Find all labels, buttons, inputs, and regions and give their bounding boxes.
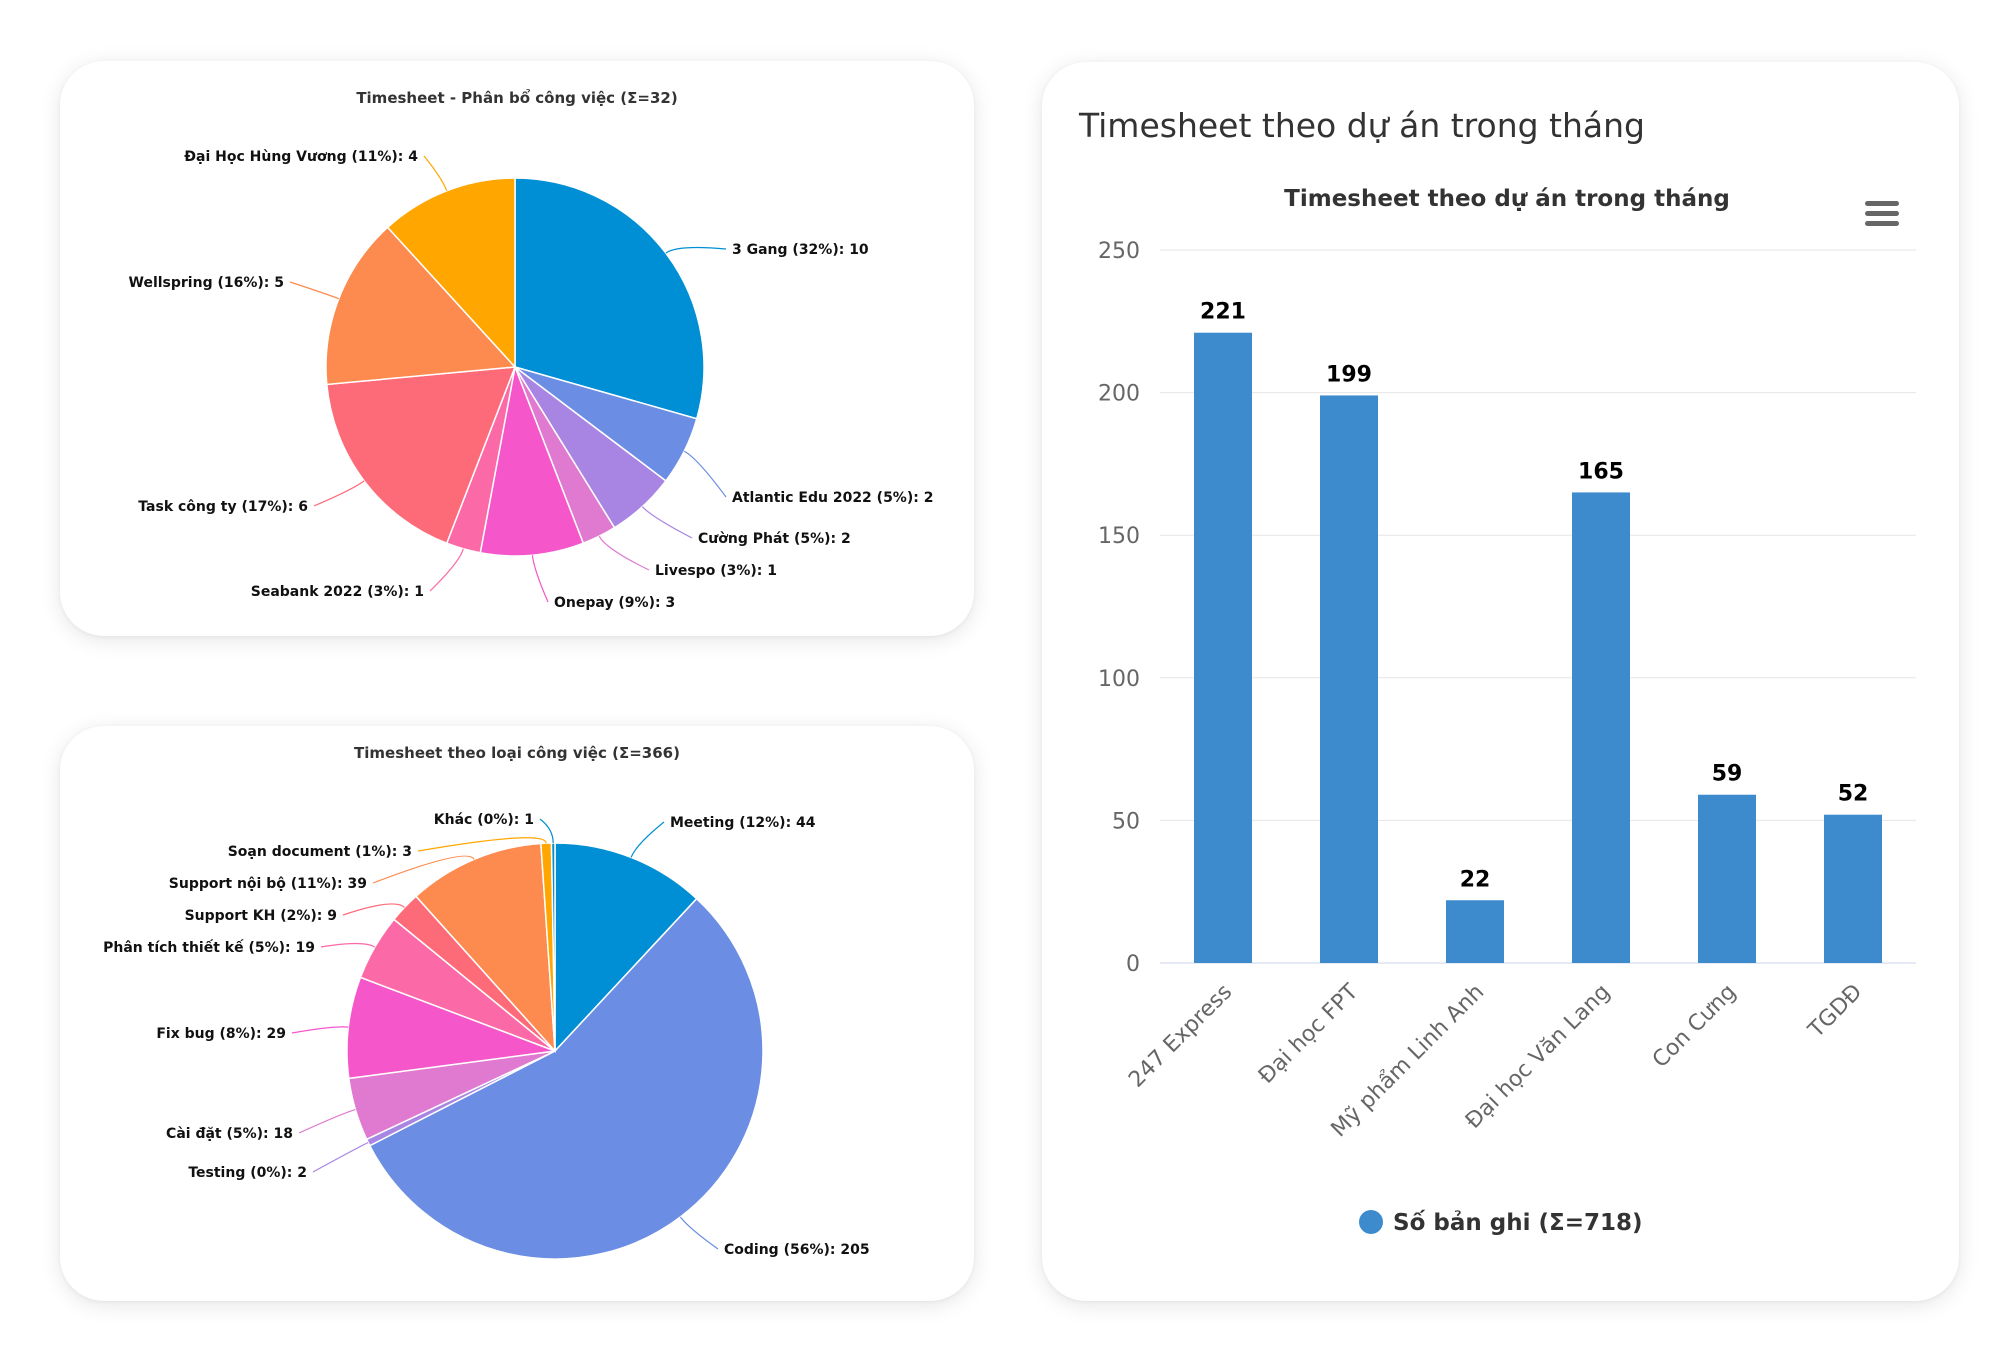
pie-label-soan-document: Soạn document (1%): 3 [228, 844, 412, 860]
category-label-con-cung: Con Cưng [1648, 980, 1741, 1073]
pie-connector [372, 855, 475, 884]
pie-slice-coding[interactable] [368, 897, 764, 1260]
pie-slice-meeting[interactable] [554, 842, 698, 1053]
bar-my-pham-linh-anh[interactable] [1446, 900, 1504, 963]
projects-bar-chart: Timesheet theo dự án trong tháng Timeshe… [1078, 106, 1916, 1236]
allocation-pie-chart: Timesheet - Phân bổ công việc (Σ=32) 3 G… [129, 88, 934, 611]
pie-label-dai-hoc-hung-vuong: Đại Học Hùng Vương (11%): 4 [184, 149, 418, 165]
pie-connector [298, 1108, 356, 1134]
y-tick-label: 250 [1098, 239, 1140, 264]
pie-connector [641, 506, 693, 539]
pie-slice-dai-hoc-hung-vuong[interactable] [386, 177, 516, 369]
pie-title: Timesheet theo loại công việc (Σ=366) [354, 744, 680, 762]
pie-label-testing: Testing (0%): 2 [188, 1165, 307, 1181]
pie-label-3-gang: 3 Gang (32%): 10 [732, 242, 869, 258]
bar-con-cung[interactable] [1698, 794, 1756, 963]
category-label-dai-hoc-van-lang: Đại học Văn Lang [1461, 980, 1615, 1134]
y-tick-label: 100 [1098, 667, 1140, 692]
data-label: 22 [1460, 867, 1491, 892]
legend-marker [1359, 1210, 1383, 1234]
pie-label-livespo: Livespo (3%): 1 [655, 563, 777, 579]
pie-slice-3-gang[interactable] [514, 177, 705, 420]
work-type-pie-chart: Timesheet theo loại công việc (Σ=366) Me… [103, 744, 870, 1260]
pie-connector [291, 1026, 349, 1034]
pie-connector [342, 903, 405, 916]
pie-connector [417, 837, 547, 852]
pie-title: Timesheet - Phân bổ công việc (Σ=32) [356, 88, 677, 107]
pie-label-task-cong-ty: Task công ty (17%): 6 [138, 499, 308, 515]
chart-title: Timesheet theo dự án trong tháng [1284, 186, 1730, 212]
pie-connector [312, 1141, 369, 1173]
legend-label: Số bản ghi (Σ=718) [1393, 1209, 1643, 1236]
data-label: 165 [1578, 459, 1624, 484]
category-label-dai-hoc-fpt: Đại học FPT [1254, 979, 1364, 1089]
pie-label-khac: Khác (0%): 1 [434, 812, 534, 828]
pie-connector [630, 821, 665, 858]
pie-card-allocation: Timesheet - Phân bổ công việc (Σ=32) 3 G… [60, 61, 974, 636]
pie-label-phan-tich-thiet-ke: Phân tích thiết kế (5%): 19 [103, 939, 315, 956]
y-tick-label: 0 [1126, 952, 1140, 977]
y-tick-label: 50 [1112, 809, 1140, 834]
chart-legend[interactable]: Số bản ghi (Σ=718) [1359, 1209, 1643, 1236]
pie-connector [683, 450, 727, 498]
hamburger-menu-icon[interactable] [1865, 196, 1899, 234]
pie-label-atlantic-edu-2022: Atlantic Edu 2022 (5%): 2 [732, 490, 933, 506]
pie-connector [598, 535, 650, 571]
pie-label-seabank-2022: Seabank 2022 (3%): 1 [251, 584, 424, 600]
pie-connector [423, 155, 448, 191]
data-label: 221 [1200, 300, 1246, 325]
pie-card-work-type: Timesheet theo loại công việc (Σ=366) Me… [60, 726, 974, 1301]
pie-label-cai-dat: Cài đặt (5%): 18 [166, 1126, 293, 1142]
category-label-tgdd: TGDĐ [1803, 980, 1867, 1044]
pie-label-cuong-phat: Cường Phát (5%): 2 [698, 531, 851, 547]
category-label-247-express: 247 Express [1124, 980, 1237, 1093]
pie-label-coding: Coding (56%): 205 [724, 1242, 870, 1258]
pie-connector [320, 942, 376, 948]
pie-label-meeting: Meeting (12%): 44 [670, 815, 816, 831]
pie-label-fix-bug: Fix bug (8%): 29 [156, 1026, 286, 1042]
bar-dai-hoc-van-lang[interactable] [1572, 492, 1630, 963]
y-tick-label: 150 [1098, 524, 1140, 549]
bar-tgdd[interactable] [1824, 814, 1882, 963]
pie-connector [313, 480, 365, 507]
y-tick-label: 200 [1098, 382, 1140, 407]
pie-connector [665, 246, 727, 254]
pie-connector [289, 281, 339, 300]
pie-label-onepay: Onepay (9%): 3 [554, 595, 675, 611]
data-label: 59 [1712, 762, 1743, 787]
bar-card-projects: Timesheet theo dự án trong tháng Timeshe… [1042, 62, 1959, 1301]
pie-slice-fix-bug[interactable] [346, 976, 556, 1080]
pie-connector [679, 1216, 719, 1250]
bar-247-express[interactable] [1194, 332, 1252, 963]
pie-label-support-kh: Support KH (2%): 9 [185, 908, 337, 924]
pie-connector [531, 555, 549, 603]
pie-label-wellspring: Wellspring (16%): 5 [129, 275, 284, 291]
bar-dai-hoc-fpt[interactable] [1320, 395, 1378, 963]
data-label: 199 [1326, 362, 1372, 387]
panel-heading: Timesheet theo dự án trong tháng [1078, 106, 1645, 145]
pie-connector [429, 548, 464, 592]
pie-label-support-noi-bo: Support nội bộ (11%): 39 [169, 876, 367, 892]
data-label: 52 [1838, 782, 1869, 807]
pie-slice-task-cong-ty[interactable] [325, 366, 517, 545]
pie-connector [539, 818, 554, 844]
